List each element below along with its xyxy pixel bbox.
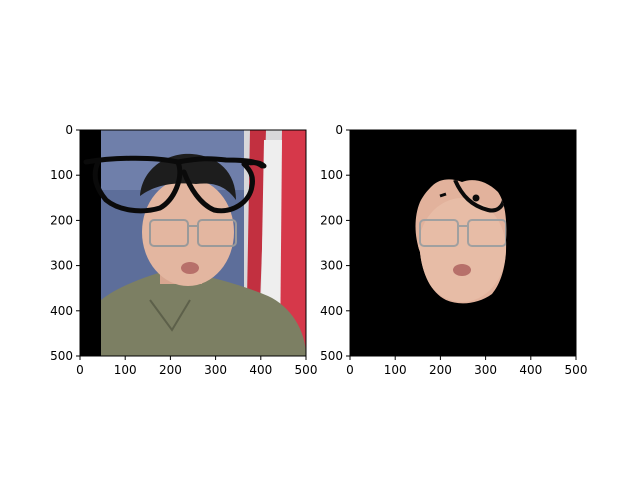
panel2-y-tick-label: 0: [335, 123, 343, 137]
panel1-x-tick-label: 200: [159, 363, 182, 377]
panel1-x-tick-label: 0: [76, 363, 84, 377]
panel1-x-tick-label: 400: [249, 363, 272, 377]
panel2-x-tick-label: 400: [519, 363, 542, 377]
panel2-x-tick-label: 200: [429, 363, 452, 377]
panel2-y-tick-label: 500: [320, 349, 343, 363]
drawn-glasses-overlay: [83, 155, 267, 214]
mask-panel: [350, 130, 576, 356]
panel1-x-tick-label: 100: [114, 363, 137, 377]
face-cutout: [415, 179, 507, 304]
panel1-y-tick-label: 100: [50, 168, 73, 182]
panel1-y-tick-label: 200: [50, 213, 73, 227]
real-glasses: [149, 219, 237, 247]
panel1-x-tick-label: 500: [295, 363, 318, 377]
panel2-frame: [349, 129, 577, 357]
panel2-y-tick-label: 200: [320, 213, 343, 227]
panel1-frame: [79, 129, 307, 357]
panel2-y-tick-label: 400: [320, 304, 343, 318]
photo-panel: [80, 130, 306, 356]
jacket: [101, 268, 306, 356]
panel1-x-tick-label: 300: [204, 363, 227, 377]
panel1-y-tick-label: 300: [50, 259, 73, 273]
panel2-x-tick-label: 300: [474, 363, 497, 377]
panel2-x-tick-label: 0: [346, 363, 354, 377]
panel2-x-tick-label: 100: [384, 363, 407, 377]
panel1-y-tick-label: 400: [50, 304, 73, 318]
panel2-y-tick-label: 300: [320, 259, 343, 273]
panel2-x-tick-label: 500: [565, 363, 588, 377]
panel1-y-tick-label: 500: [50, 349, 73, 363]
panel2-y-tick-label: 100: [320, 168, 343, 182]
panel1-y-tick-label: 0: [65, 123, 73, 137]
